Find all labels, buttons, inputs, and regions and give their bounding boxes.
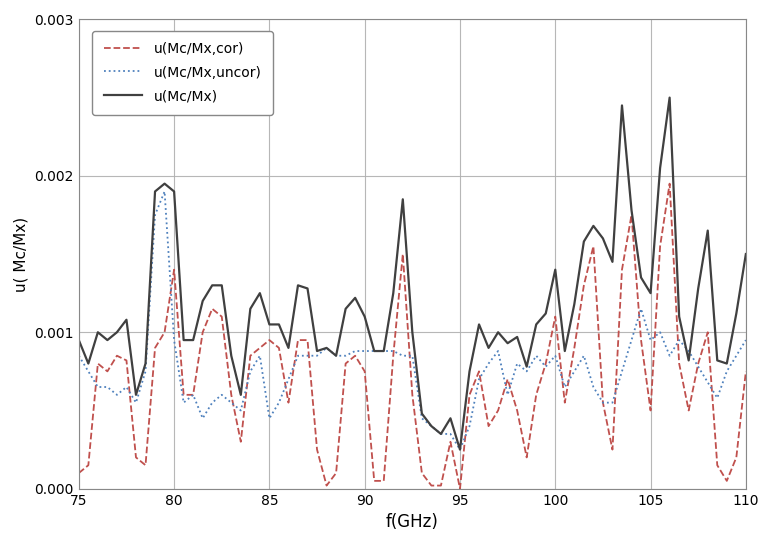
u(Mc/Mx) <box>665 94 674 101</box>
u(Mc/Mx) <box>484 344 493 351</box>
u(Mc/Mx,cor) <box>741 368 751 374</box>
u(Mc/Mx,cor) <box>169 267 179 273</box>
u(Mc/Mx,uncor) <box>160 188 169 195</box>
u(Mc/Mx,cor) <box>693 360 703 367</box>
u(Mc/Mx,uncor) <box>179 399 189 406</box>
u(Mc/Mx,uncor) <box>455 446 465 453</box>
u(Mc/Mx) <box>455 446 465 453</box>
u(Mc/Mx) <box>94 329 103 336</box>
u(Mc/Mx,uncor) <box>407 353 417 359</box>
u(Mc/Mx,cor) <box>722 477 731 484</box>
Line: u(Mc/Mx,uncor): u(Mc/Mx,uncor) <box>79 191 746 450</box>
u(Mc/Mx,cor) <box>665 180 674 187</box>
X-axis label: f(GHz): f(GHz) <box>386 513 439 531</box>
u(Mc/Mx) <box>693 285 703 292</box>
Line: u(Mc/Mx,cor): u(Mc/Mx,cor) <box>79 184 746 489</box>
Legend: u(Mc/Mx,cor), u(Mc/Mx,uncor), u(Mc/Mx): u(Mc/Mx,cor), u(Mc/Mx,uncor), u(Mc/Mx) <box>93 31 273 114</box>
u(Mc/Mx,uncor) <box>722 368 731 374</box>
u(Mc/Mx,cor) <box>74 470 83 476</box>
u(Mc/Mx) <box>74 337 83 343</box>
u(Mc/Mx,cor) <box>398 251 407 257</box>
u(Mc/Mx) <box>741 251 751 257</box>
u(Mc/Mx,uncor) <box>741 337 751 343</box>
Line: u(Mc/Mx): u(Mc/Mx) <box>79 98 746 450</box>
u(Mc/Mx,uncor) <box>94 384 103 390</box>
u(Mc/Mx,cor) <box>94 360 103 367</box>
u(Mc/Mx,uncor) <box>493 348 502 354</box>
u(Mc/Mx) <box>722 360 731 367</box>
u(Mc/Mx,uncor) <box>74 353 83 359</box>
u(Mc/Mx,uncor) <box>693 364 703 370</box>
Y-axis label: u( Mc/Mx): u( Mc/Mx) <box>14 216 29 292</box>
u(Mc/Mx,cor) <box>484 423 493 429</box>
u(Mc/Mx,cor) <box>455 486 465 492</box>
u(Mc/Mx) <box>169 188 179 195</box>
u(Mc/Mx) <box>398 196 407 203</box>
